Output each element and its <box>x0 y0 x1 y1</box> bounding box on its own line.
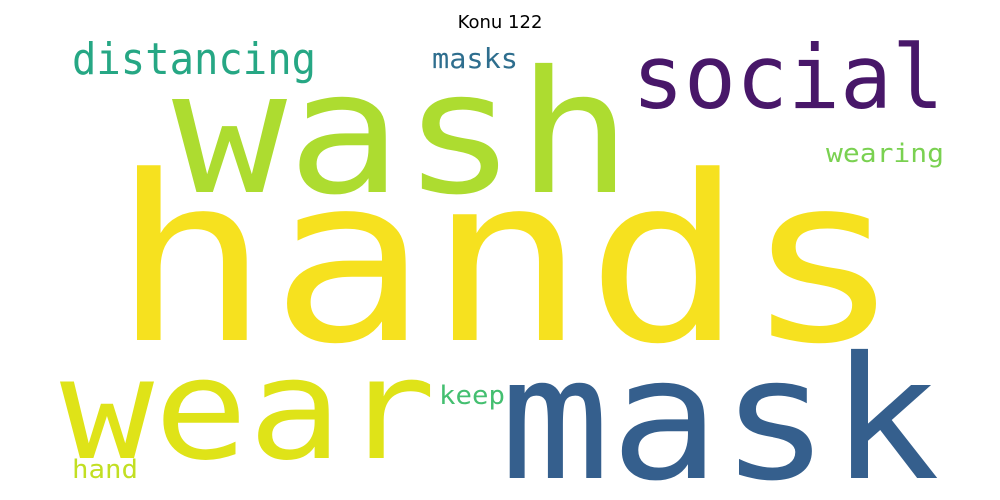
word-wearing: wearing <box>826 139 944 169</box>
word-masks: masks <box>432 42 518 75</box>
word-social: social <box>632 26 944 129</box>
word-hand: hand <box>72 455 138 485</box>
word-keep: keep <box>439 381 505 411</box>
word-distancing: distancing <box>72 34 316 85</box>
plot-title: Konu 122 <box>457 12 543 33</box>
word-hands: hands <box>112 128 902 395</box>
word-wash: wash <box>172 35 632 233</box>
word-wear: wear <box>60 329 436 492</box>
word-mask: mask <box>500 321 940 500</box>
